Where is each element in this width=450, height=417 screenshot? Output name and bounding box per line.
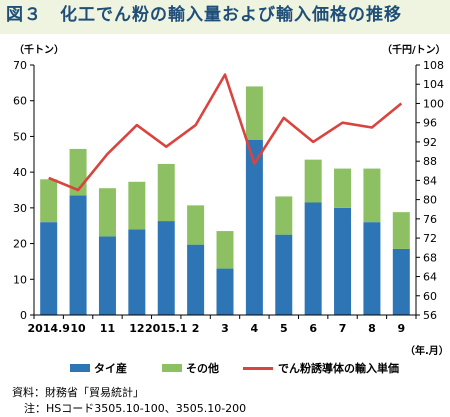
bar-other-10 bbox=[334, 168, 352, 208]
right-tick-label-68: 68 bbox=[423, 251, 437, 264]
bar-series-group bbox=[40, 86, 410, 315]
legend-item-thai: タイ産 bbox=[70, 360, 127, 376]
hs-code-note: 注：HSコード3505.10-100、3505.10-200 bbox=[24, 402, 247, 415]
right-tick-label-88: 88 bbox=[423, 155, 437, 168]
chart-title: 図３ 化工でん粉の輸入量および輸入価格の推移 bbox=[0, 0, 450, 34]
x-tick-label-12: 9 bbox=[397, 322, 405, 335]
bar-thai-2 bbox=[98, 236, 116, 315]
right-axis-unit: （千円/トン） bbox=[382, 45, 446, 56]
combo-chart: 0102030405060705660646872768084889296100… bbox=[13, 59, 444, 335]
bar-other-12 bbox=[392, 212, 410, 249]
bar-other-7 bbox=[245, 86, 263, 140]
legend-label-other: その他 bbox=[186, 362, 219, 375]
bar-thai-0 bbox=[40, 222, 58, 315]
bar-thai-8 bbox=[275, 234, 293, 315]
x-axis-unit: （年.月） bbox=[405, 346, 449, 357]
x-tick-label-7: 4 bbox=[251, 322, 259, 335]
bar-thai-9 bbox=[304, 202, 322, 315]
left-tick-label-60: 60 bbox=[13, 95, 27, 108]
bar-other-8 bbox=[275, 196, 293, 235]
left-tick-label-10: 10 bbox=[13, 273, 27, 286]
legend-swatch-thai bbox=[70, 364, 90, 372]
legend-swatch-other bbox=[162, 364, 182, 372]
x-tick-label-4: 2015.1 bbox=[145, 322, 187, 335]
left-tick-label-20: 20 bbox=[13, 238, 27, 251]
right-tick-label-64: 64 bbox=[423, 271, 437, 284]
legend-item-other: その他 bbox=[162, 360, 219, 376]
x-tick-label-5: 2 bbox=[192, 322, 200, 335]
bar-other-4 bbox=[157, 163, 175, 222]
bar-other-6 bbox=[216, 231, 234, 269]
right-tick-label-76: 76 bbox=[423, 213, 437, 226]
bar-other-3 bbox=[128, 181, 146, 230]
line-series-group bbox=[48, 73, 403, 192]
bar-other-2 bbox=[98, 188, 116, 237]
x-tick-label-0: 2014.9 bbox=[27, 322, 69, 335]
bar-thai-4 bbox=[157, 221, 175, 315]
bar-other-9 bbox=[304, 159, 322, 203]
right-tick-label-96: 96 bbox=[423, 117, 437, 130]
left-tick-label-40: 40 bbox=[13, 166, 27, 179]
right-tick-label-80: 80 bbox=[423, 194, 437, 207]
right-tick-label-92: 92 bbox=[423, 136, 437, 149]
x-tick-label-10: 7 bbox=[339, 322, 347, 335]
bar-thai-12 bbox=[392, 248, 410, 315]
right-tick-label-60: 60 bbox=[423, 290, 437, 303]
right-tick-label-56: 56 bbox=[423, 309, 437, 322]
left-tick-label-0: 0 bbox=[20, 309, 27, 322]
bar-thai-7 bbox=[245, 140, 263, 315]
right-tick-label-100: 100 bbox=[423, 97, 444, 110]
bar-thai-6 bbox=[216, 268, 234, 315]
axes-group bbox=[30, 64, 420, 319]
source-note: 資料：財務省「貿易統計」 bbox=[12, 386, 144, 399]
legend-swatch-price bbox=[243, 366, 273, 370]
x-tick-label-8: 5 bbox=[280, 322, 288, 335]
bar-other-11 bbox=[363, 168, 381, 223]
legend-label-thai: タイ産 bbox=[94, 362, 127, 375]
x-tick-label-2: 11 bbox=[100, 322, 115, 335]
bar-thai-10 bbox=[334, 207, 352, 315]
left-tick-label-50: 50 bbox=[13, 130, 27, 143]
right-tick-label-108: 108 bbox=[423, 59, 444, 72]
bar-other-5 bbox=[187, 205, 205, 245]
bar-thai-3 bbox=[128, 229, 146, 315]
right-tick-label-84: 84 bbox=[423, 174, 437, 187]
x-tick-label-3: 12 bbox=[129, 322, 144, 335]
bar-other-0 bbox=[40, 179, 58, 223]
x-tick-label-9: 6 bbox=[309, 322, 317, 335]
legend-label-price: でん粉誘導体の輸入単価 bbox=[278, 362, 399, 375]
bar-thai-1 bbox=[69, 195, 87, 315]
x-tick-label-1: 10 bbox=[70, 322, 86, 335]
left-axis-unit: （千トン） bbox=[14, 45, 64, 56]
bar-thai-11 bbox=[363, 222, 381, 315]
left-tick-label-30: 30 bbox=[13, 202, 27, 215]
left-tick-label-70: 70 bbox=[13, 59, 27, 72]
x-tick-label-11: 8 bbox=[368, 322, 376, 335]
right-tick-label-104: 104 bbox=[423, 78, 444, 91]
tick-labels-group: 0102030405060705660646872768084889296100… bbox=[13, 59, 444, 335]
right-tick-label-72: 72 bbox=[423, 232, 437, 245]
legend: タイ産 その他 でん粉誘導体の輸入単価 bbox=[0, 360, 450, 376]
bar-thai-5 bbox=[187, 244, 205, 315]
legend-item-price: でん粉誘導体の輸入単価 bbox=[243, 360, 399, 376]
x-tick-label-6: 3 bbox=[221, 322, 229, 335]
